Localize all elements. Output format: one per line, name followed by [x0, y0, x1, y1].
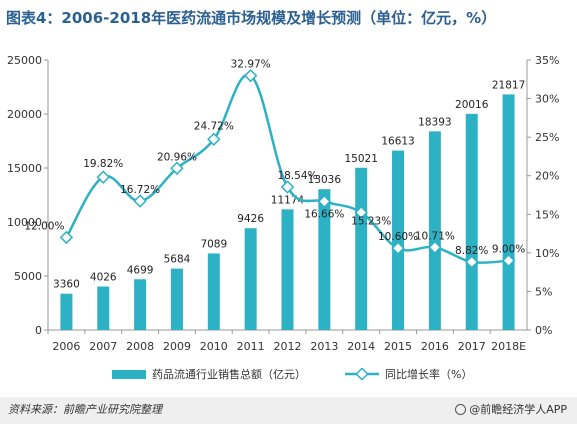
bar-value-label: 3360	[53, 279, 80, 291]
x-tick-label: 2013	[310, 340, 338, 353]
left-tick-label: 10000	[7, 216, 42, 229]
bar-sales	[465, 113, 478, 330]
growth-value-label: 10.71%	[415, 230, 455, 242]
right-tick-label: 0%	[535, 324, 552, 337]
x-tick-label: 2016	[421, 340, 449, 353]
growth-marker	[59, 230, 74, 245]
bar-value-label: 7089	[200, 238, 227, 250]
left-tick-label: 20000	[7, 108, 42, 121]
bar-value-label: 13036	[308, 174, 342, 186]
growth-value-label: 15.23%	[351, 216, 391, 228]
x-tick-label: 2018E	[491, 340, 526, 353]
x-tick-label: 2007	[89, 340, 117, 353]
bar-sales	[170, 268, 183, 330]
bar-value-label: 21817	[492, 79, 525, 91]
growth-marker	[207, 132, 221, 147]
chart-legend: 药品流通行业销售总额（亿元） 同比增长率（%）	[0, 366, 577, 384]
legend-line-swatch	[345, 368, 379, 380]
growth-value-label: 10.60%	[378, 231, 418, 243]
growth-marker	[465, 255, 479, 269]
bar-sales	[207, 253, 220, 330]
legend-item-sales: 药品流通行业销售总额（亿元）	[112, 366, 306, 384]
right-tick-label: 25%	[535, 131, 559, 144]
growth-marker	[96, 170, 110, 184]
footer-bar	[0, 397, 577, 424]
x-tick-label: 2017	[458, 340, 486, 353]
right-tick-label: 20%	[535, 170, 559, 183]
right-tick-label: 10%	[535, 247, 559, 260]
growth-value-label: 19.82%	[83, 158, 123, 170]
bar-value-label: 15021	[344, 153, 377, 165]
x-tick-label: 2008	[126, 340, 154, 353]
bar-sales	[97, 286, 110, 330]
x-tick-label: 2006	[52, 340, 80, 353]
growth-value-label: 20.96%	[157, 151, 197, 163]
growth-marker	[133, 194, 147, 208]
growth-value-label: 8.82%	[455, 245, 488, 257]
right-tick-label: 5%	[535, 285, 552, 298]
left-tick-label: 25000	[7, 54, 42, 67]
x-tick-label: 2009	[163, 340, 191, 353]
left-tick-label: 0	[35, 324, 42, 337]
growth-value-label: 16.72%	[120, 184, 160, 196]
x-tick-label: 2011	[237, 340, 265, 353]
brand-text: @前瞻经济学人APP	[469, 403, 567, 416]
growth-marker	[243, 68, 258, 83]
bar-sales	[281, 209, 294, 330]
growth-marker	[317, 194, 332, 209]
growth-value-label: 32.97%	[231, 59, 271, 71]
left-tick-label: 5000	[14, 270, 42, 283]
legend-bar-swatch	[112, 370, 146, 379]
bar-value-label: 20016	[455, 99, 489, 111]
x-tick-label: 2010	[200, 340, 228, 353]
right-tick-label: 15%	[535, 208, 559, 221]
legend-growth-label: 同比增长率（%）	[385, 368, 473, 381]
growth-marker	[280, 180, 295, 194]
bar-sales	[244, 228, 257, 330]
x-tick-label: 2012	[274, 340, 302, 353]
x-tick-label: 2014	[347, 340, 375, 353]
bar-sales	[318, 189, 331, 330]
bar-value-label: 18393	[418, 116, 451, 128]
x-tick-label: 2015	[384, 340, 412, 353]
bar-sales	[428, 131, 441, 330]
bar-value-label: 16613	[381, 136, 414, 148]
bar-value-label: 5684	[164, 254, 191, 266]
bar-sales	[392, 150, 405, 330]
growth-value-label: 9.00%	[492, 244, 525, 256]
growth-marker	[354, 205, 368, 220]
legend-sales-label: 药品流通行业销售总额（亿元）	[152, 368, 306, 381]
bar-sales	[502, 94, 515, 330]
right-tick-label: 35%	[535, 54, 559, 67]
growth-value-label: 16.66%	[304, 208, 344, 220]
growth-marker	[428, 240, 442, 255]
growth-value-label: 24.72%	[194, 120, 234, 132]
chart-title: 图表4：2006-2018年医药流通市场规模及增长预测（单位：亿元，%）	[6, 9, 497, 27]
bar-value-label: 4026	[90, 272, 117, 284]
brand-credit: @前瞻经济学人APP	[455, 400, 567, 420]
growth-value-label: 18.54%	[277, 170, 317, 182]
bar-value-label: 4699	[127, 264, 154, 276]
bar-sales	[134, 279, 147, 330]
bar-sales	[60, 293, 73, 330]
left-tick-label: 15000	[7, 162, 42, 175]
source-note: 资料来源：前瞻产业研究院整理	[8, 403, 162, 416]
bar-value-label: 9426	[237, 213, 264, 225]
growth-marker	[391, 241, 405, 255]
bar-sales	[355, 167, 368, 330]
growth-value-label: 12.00%	[24, 220, 64, 232]
brand-logo-icon	[455, 404, 467, 415]
growth-marker	[170, 161, 184, 176]
legend-item-growth: 同比增长率（%）	[345, 366, 472, 384]
right-tick-label: 30%	[535, 93, 559, 106]
growth-marker	[501, 253, 516, 268]
